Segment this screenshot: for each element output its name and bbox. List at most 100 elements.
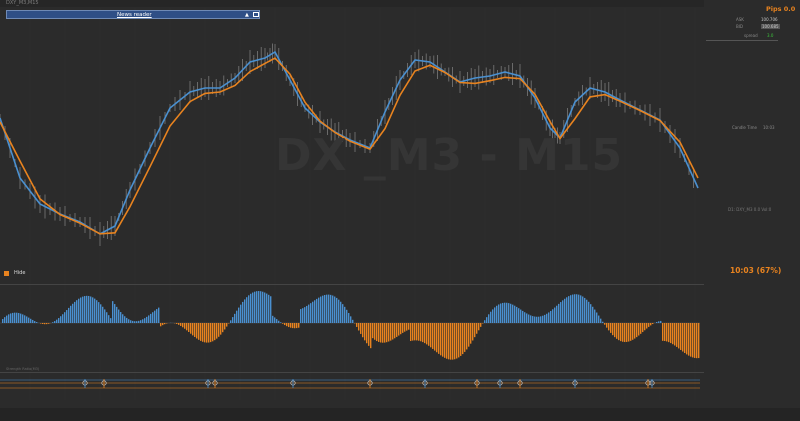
oscillator-label: Strength Ratio(M3)	[6, 367, 40, 371]
oscillator-bar	[128, 319, 130, 323]
oscillator-bar	[32, 319, 34, 323]
oscillator-bar	[230, 320, 232, 323]
oscillator-bar	[534, 316, 536, 323]
oscillator-bar	[636, 323, 638, 338]
oscillator-bar	[336, 297, 338, 323]
oscillator-bar	[376, 323, 378, 342]
oscillator-bar	[680, 323, 682, 350]
oscillator-bar	[202, 323, 204, 342]
oscillator-bar	[652, 323, 654, 325]
oscillator-bar	[594, 309, 596, 323]
oscillator-bar	[350, 316, 352, 323]
oscillator-bar	[70, 305, 72, 323]
oscillator-bar	[76, 300, 78, 323]
oscillator-bar	[392, 323, 394, 340]
oscillator-bar	[48, 323, 50, 324]
oscillator-bar	[528, 314, 530, 323]
oscillator-bar	[106, 312, 108, 323]
oscillator-bar	[388, 323, 390, 342]
oscillator-bar	[408, 323, 410, 330]
oscillator-bar	[544, 314, 546, 323]
oscillator-bar	[602, 321, 604, 323]
oscillator-bar	[382, 323, 384, 343]
oscillator-bar	[60, 316, 62, 323]
time-axis	[0, 408, 800, 421]
hide-toggle-icon[interactable]	[4, 271, 9, 276]
oscillator-bar	[536, 316, 538, 323]
symbol-tabs	[0, 400, 704, 408]
oscillator-bar	[644, 323, 646, 331]
oscillator-bar	[646, 323, 648, 329]
oscillator-bar	[512, 304, 514, 323]
oscillator-bar	[588, 301, 590, 323]
oscillator-bar	[592, 306, 594, 323]
oscillator-bar	[250, 293, 252, 323]
oscillator-bar	[134, 321, 136, 323]
oscillator-bar	[530, 315, 532, 323]
oscillator-bar	[436, 323, 438, 353]
oscillator-bar	[686, 323, 688, 355]
oscillator-bar	[624, 323, 626, 343]
oscillator-bar	[568, 296, 570, 323]
price-chart[interactable]	[0, 0, 704, 400]
oscillator-bar	[352, 319, 354, 323]
oscillator-bar	[600, 318, 602, 323]
oscillator-bar	[72, 303, 74, 323]
oscillator-bar	[130, 320, 132, 323]
oscillator-bar	[216, 323, 218, 339]
oscillator-bar	[16, 312, 18, 323]
oscillator-bar	[318, 297, 320, 323]
symbol-watermark: DX _M3 - M15	[275, 130, 624, 181]
oscillator-bar	[546, 313, 548, 323]
oscillator-bar	[634, 323, 636, 339]
oscillator-bar	[330, 294, 332, 323]
oscillator-bar	[14, 312, 16, 323]
oscillator-bar	[490, 311, 492, 323]
oscillator-bar	[178, 323, 180, 325]
oscillator-bar	[658, 321, 660, 323]
oscillator-bar	[192, 323, 194, 336]
oscillator-bar	[430, 323, 432, 348]
oscillator-bar	[446, 323, 448, 359]
pane-divider-2[interactable]	[0, 372, 704, 373]
news-reader-label[interactable]: News reader	[117, 12, 152, 18]
bid-label: BID	[736, 24, 744, 29]
oscillator-bar	[238, 307, 240, 323]
oscillator-bar	[40, 323, 42, 324]
oscillator-bar	[62, 314, 64, 323]
hide-label[interactable]: Hide	[14, 270, 26, 276]
oscillator-bar	[302, 308, 304, 323]
oscillator-bar	[590, 304, 592, 323]
oscillator-bar	[328, 294, 330, 323]
pane-divider[interactable]	[0, 284, 704, 285]
oscillator-bar	[558, 303, 560, 323]
oscillator-bar	[426, 323, 428, 345]
oscillator-bar	[628, 323, 630, 342]
news-reader-bar[interactable]: News reader ▲	[6, 10, 260, 19]
oscillator-bar	[424, 323, 426, 344]
oscillator-bar	[266, 293, 268, 323]
oscillator-bar	[496, 305, 498, 323]
collapse-arrow-icon[interactable]: ▲	[245, 12, 249, 18]
oscillator-bar	[92, 297, 94, 323]
oscillator-bar	[632, 323, 634, 340]
oscillator-bar	[378, 323, 380, 342]
oscillator-bar	[556, 305, 558, 323]
oscillator-bar	[146, 316, 148, 323]
oscillator-bar	[34, 321, 36, 323]
oscillator-bar	[688, 323, 690, 356]
window-icon[interactable]	[253, 12, 259, 17]
oscillator-bar	[356, 323, 358, 327]
oscillator-bar	[184, 323, 186, 329]
oscillator-bar	[672, 323, 674, 345]
oscillator-bar	[656, 321, 658, 323]
oscillator-bar	[448, 323, 450, 360]
oscillator-bar	[304, 307, 306, 323]
oscillator-bar	[670, 323, 672, 344]
oscillator-bar	[406, 323, 408, 331]
oscillator-bar	[294, 323, 296, 329]
oscillator-bar	[276, 319, 278, 323]
oscillator-bar	[338, 299, 340, 323]
oscillator-bar	[182, 323, 184, 328]
oscillator-bar	[96, 300, 98, 323]
